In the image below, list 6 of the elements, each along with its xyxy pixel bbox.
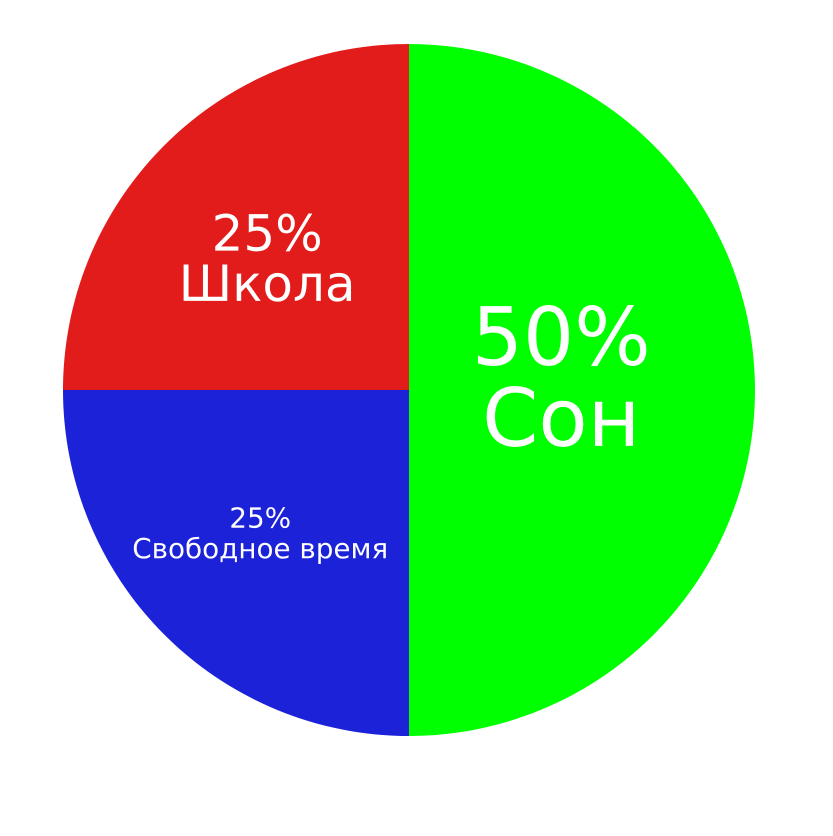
data-label: 25% <box>215 214 320 252</box>
slice-label: Школа <box>184 264 352 302</box>
data-label: 25% <box>231 507 290 528</box>
data-label: 50% <box>478 305 646 366</box>
slice-label: Свободное время <box>134 536 386 564</box>
slice-label: Сон <box>486 386 634 447</box>
